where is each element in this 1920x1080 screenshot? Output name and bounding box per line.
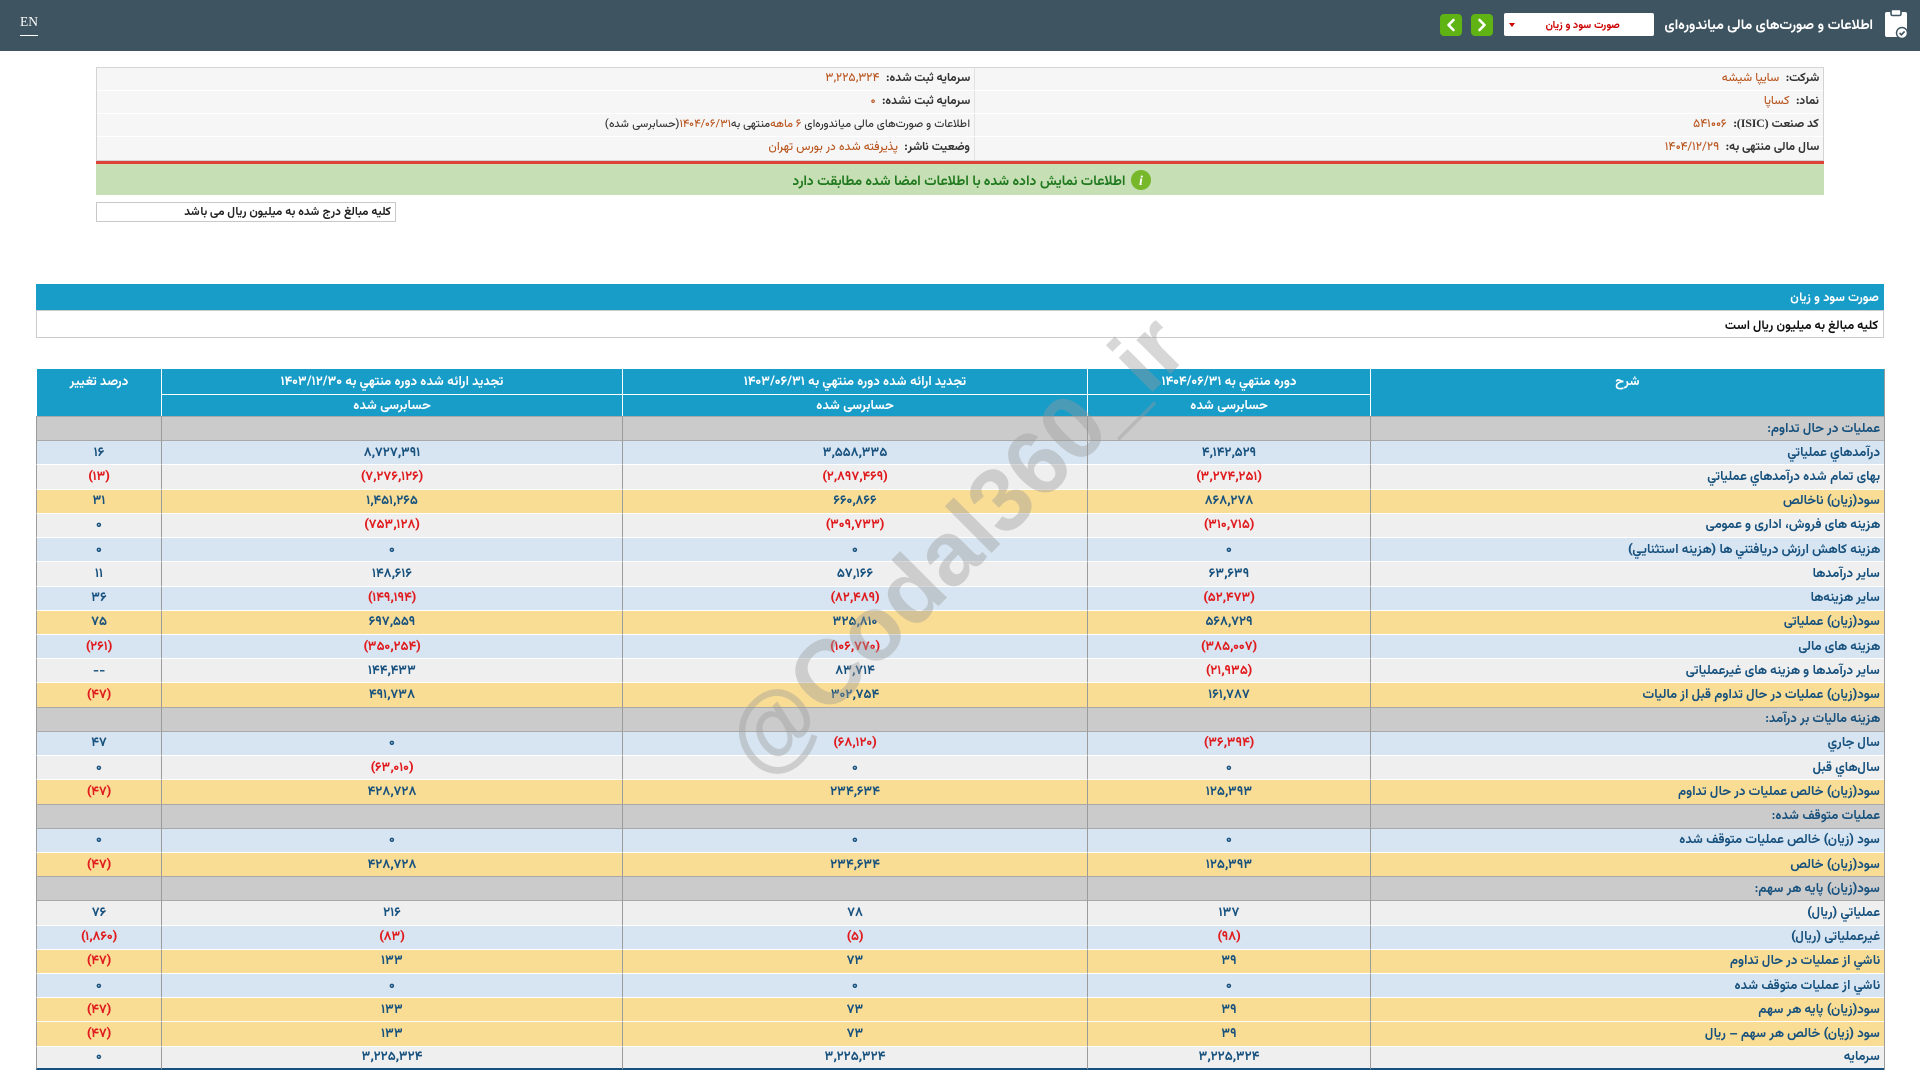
svg-text:i: i <box>1140 174 1144 189</box>
